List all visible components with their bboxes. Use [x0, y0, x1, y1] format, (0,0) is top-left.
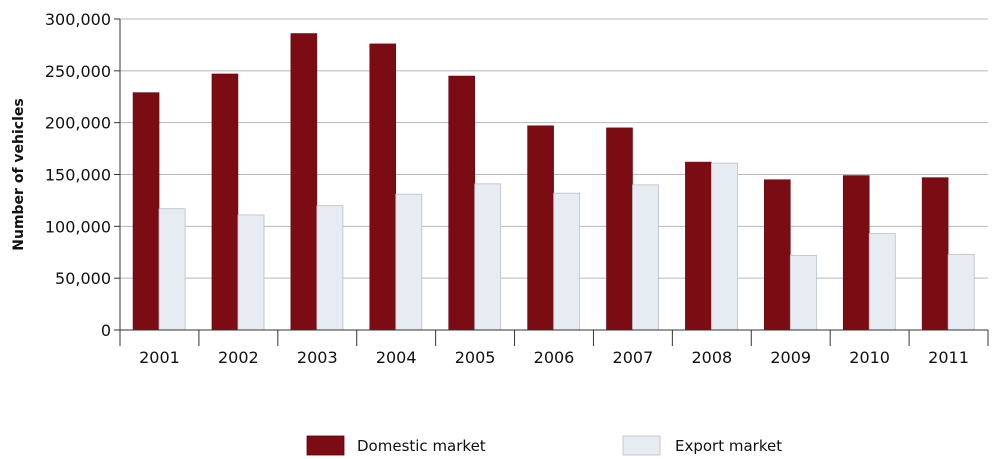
bar-domestic	[606, 127, 633, 331]
bar-export	[868, 233, 896, 331]
bar-domestic	[290, 33, 318, 331]
legend-swatch-export	[622, 435, 661, 456]
bar-export	[316, 205, 344, 331]
bar-export	[237, 214, 265, 331]
x-tick-labels: 2001 2002 2003 2004 2005 2006 2007 2008 2009 2010…	[119, 330, 989, 367]
bars	[132, 33, 975, 331]
bar-export	[553, 192, 581, 331]
bar-export	[711, 162, 738, 331]
x-tick-label: 2011	[928, 348, 969, 367]
x-tick-label: 2004	[376, 348, 417, 367]
y-tick-label: 50,000	[55, 269, 111, 288]
bar-export	[632, 184, 659, 331]
bar-domestic	[921, 177, 949, 331]
bar-export	[789, 254, 817, 331]
y-tick-label: 300,000	[45, 10, 111, 29]
y-tick-label: 100,000	[45, 217, 111, 236]
bar-export	[947, 253, 975, 331]
x-tick-label: 2005	[455, 348, 496, 367]
y-tick-label: 200,000	[45, 114, 111, 133]
legend-label-domestic: Domestic market	[357, 437, 486, 455]
bar-export	[395, 193, 423, 331]
x-tick-label: 2009	[770, 348, 811, 367]
bar-domestic	[448, 75, 475, 331]
legend-label-export: Export market	[675, 437, 782, 455]
x-tick-label: 2002	[218, 348, 259, 367]
legend-swatch-domestic	[306, 435, 345, 456]
y-tick-label: 0	[101, 321, 111, 340]
bar-domestic	[685, 161, 712, 331]
y-tick-labels: 0 50,000 100,000 150,000 200,000 250,000 300,0…	[45, 10, 120, 340]
bar-domestic	[764, 179, 791, 331]
bar-domestic	[211, 73, 239, 331]
bar-domestic	[842, 175, 870, 331]
bar-domestic	[527, 125, 554, 331]
x-tick-label: 2007	[613, 348, 654, 367]
y-tick-label: 150,000	[45, 166, 111, 185]
bar-export	[474, 183, 502, 331]
bar-domestic	[132, 92, 160, 331]
bar-domestic	[369, 43, 397, 331]
y-tick-label: 250,000	[45, 62, 111, 81]
x-tick-label: 2010	[849, 348, 890, 367]
x-tick-label: 2006	[534, 348, 575, 367]
legend: Domestic market Export market	[306, 435, 782, 456]
x-tick-label: 2003	[297, 348, 338, 367]
x-tick-label: 2008	[691, 348, 732, 367]
x-tick-label: 2001	[139, 348, 180, 367]
y-axis-label: Number of vehicles	[11, 98, 27, 250]
bar-export	[158, 208, 186, 331]
